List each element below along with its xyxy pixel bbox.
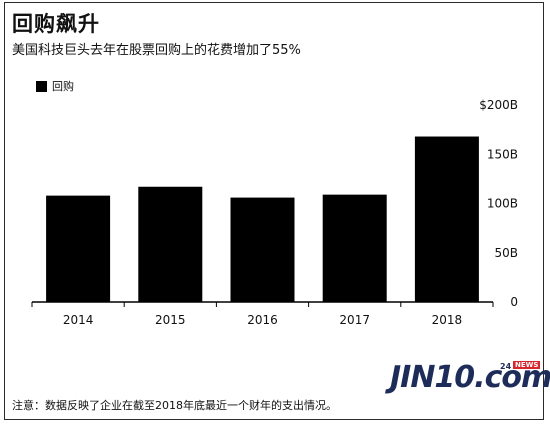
y-tick-label: 0	[510, 295, 518, 309]
logo-sub: 24	[500, 362, 512, 371]
footnote: 注意：数据反映了企业在截至2018年底最近一个财年的支出情况。	[12, 399, 337, 412]
y-tick-label: 100B	[487, 197, 518, 211]
bar-2016	[230, 197, 295, 302]
bar-2014	[46, 195, 111, 302]
chart-title: 回购飙升	[12, 12, 100, 36]
x-tick-label: 2016	[247, 313, 278, 327]
bar-2018	[414, 136, 479, 302]
y-tick-label: $200B	[479, 98, 518, 112]
x-tick-label: 2017	[339, 313, 370, 327]
y-tick-label: 50B	[494, 246, 518, 260]
x-tick-label: 2015	[155, 313, 186, 327]
legend-label: 回购	[52, 80, 74, 93]
y-tick-label: 150B	[487, 147, 518, 161]
jin10-logo: JIN10.com 24 NEWS	[390, 360, 550, 396]
legend: 回购	[36, 78, 74, 94]
chart-subtitle: 美国科技巨头去年在股票回购上的花费增加了55%	[12, 43, 301, 58]
chart-frame	[4, 2, 544, 420]
bar-2017	[322, 194, 387, 302]
bar-2015	[138, 186, 203, 302]
logo-news-badge: NEWS	[513, 361, 541, 369]
x-tick-label: 2014	[63, 313, 94, 327]
x-tick-label: 2018	[432, 313, 463, 327]
legend-swatch	[36, 80, 47, 92]
